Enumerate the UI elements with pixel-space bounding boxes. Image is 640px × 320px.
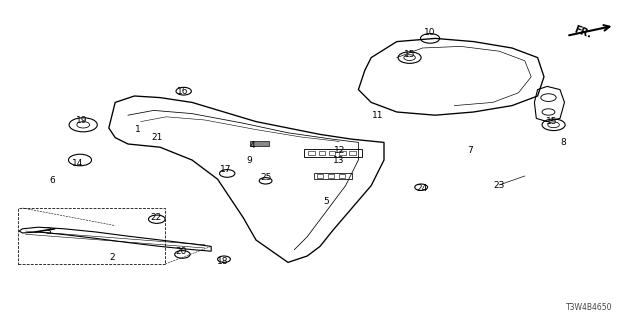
Bar bbox=[319, 151, 325, 155]
Text: 3: 3 bbox=[45, 228, 51, 236]
Text: 13: 13 bbox=[333, 156, 345, 164]
Text: 5: 5 bbox=[324, 197, 329, 206]
Bar bbox=[349, 151, 356, 155]
Text: 19: 19 bbox=[76, 116, 88, 124]
Bar bbox=[314, 173, 352, 179]
Text: 15: 15 bbox=[546, 117, 557, 126]
Text: 23: 23 bbox=[493, 181, 505, 190]
Bar bbox=[308, 151, 315, 155]
Text: 7: 7 bbox=[468, 146, 473, 155]
Text: 17: 17 bbox=[220, 165, 231, 174]
Text: 16: 16 bbox=[177, 87, 188, 96]
Text: 14: 14 bbox=[72, 159, 84, 168]
Text: 2: 2 bbox=[109, 253, 115, 262]
Text: 15: 15 bbox=[404, 50, 415, 59]
Text: 12: 12 bbox=[333, 146, 345, 155]
Bar bbox=[304, 149, 362, 157]
Bar bbox=[329, 151, 335, 155]
Text: 18: 18 bbox=[217, 257, 228, 266]
Text: 25: 25 bbox=[260, 173, 271, 182]
Text: 21: 21 bbox=[151, 133, 163, 142]
Text: 9: 9 bbox=[247, 156, 252, 164]
Text: FR.: FR. bbox=[573, 24, 593, 40]
Text: 11: 11 bbox=[372, 111, 383, 120]
Text: 20: 20 bbox=[175, 247, 187, 256]
Text: T3W4B4650: T3W4B4650 bbox=[566, 303, 612, 312]
Text: 24: 24 bbox=[417, 184, 428, 193]
Bar bbox=[317, 174, 323, 178]
Bar bbox=[339, 174, 345, 178]
Text: 6: 6 bbox=[50, 176, 55, 185]
Text: 1: 1 bbox=[135, 125, 140, 134]
Text: 10: 10 bbox=[424, 28, 436, 36]
Bar bbox=[250, 141, 269, 146]
Text: 4: 4 bbox=[250, 141, 255, 150]
Text: 8: 8 bbox=[561, 138, 566, 147]
Text: 22: 22 bbox=[150, 213, 161, 222]
Bar bbox=[328, 174, 334, 178]
Bar bbox=[339, 151, 346, 155]
